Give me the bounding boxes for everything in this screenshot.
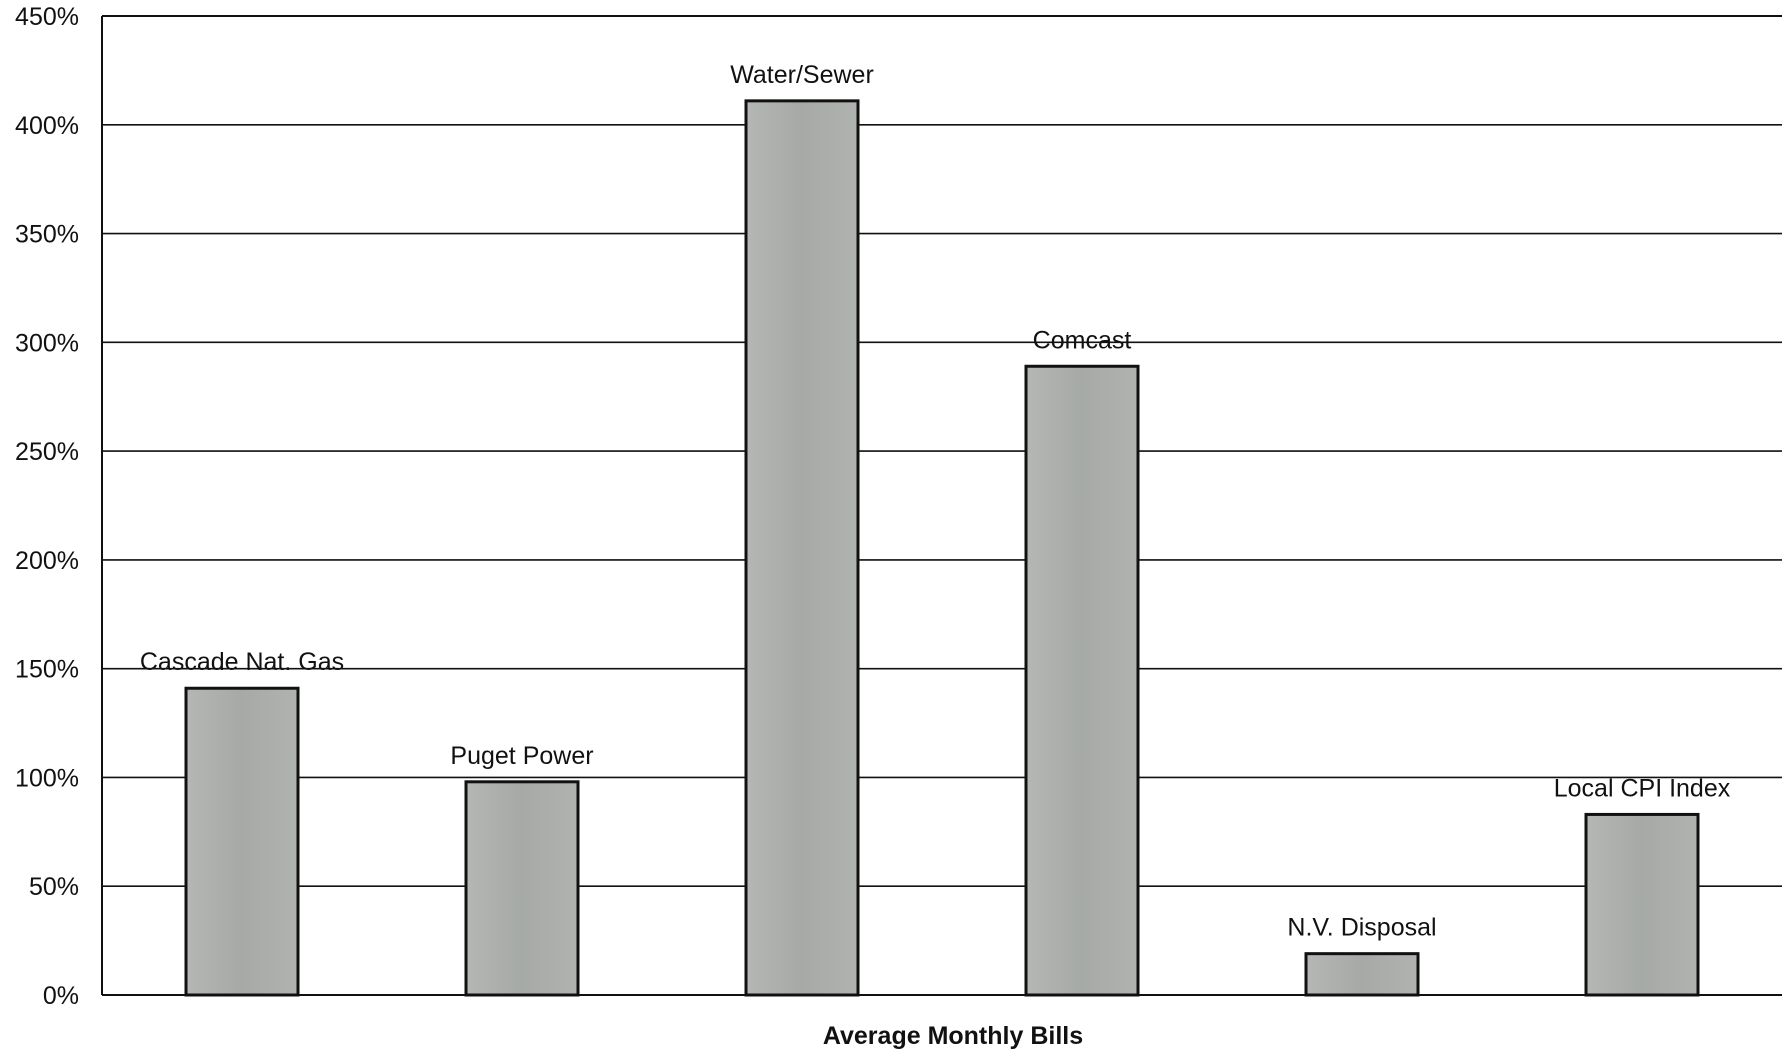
y-tick-label: 250% xyxy=(15,438,79,466)
bar-4 xyxy=(1304,952,1420,997)
x-axis-title: Average Monthly Bills xyxy=(823,1022,1083,1050)
bar-1 xyxy=(464,780,580,997)
y-tick-label: 350% xyxy=(15,221,79,249)
bar-label: Comcast xyxy=(1033,326,1132,354)
y-tick-label: 0% xyxy=(43,982,79,1010)
bar-label: Local CPI Index xyxy=(1554,774,1731,802)
bar-0 xyxy=(184,686,300,997)
bar-label: Water/Sewer xyxy=(730,61,874,89)
y-tick-labels: 0% 50% 100% 150% 200% 250% 300% 350% 400% 450% xyxy=(15,3,79,1010)
axes xyxy=(101,15,1782,996)
y-tick-label: 400% xyxy=(15,112,79,140)
y-tick-label: 100% xyxy=(15,764,79,792)
bar-5 xyxy=(1584,812,1700,997)
bar-label: Puget Power xyxy=(450,742,593,770)
y-tick-label: 300% xyxy=(15,329,79,357)
bar-label: Cascade Nat. Gas xyxy=(140,648,344,676)
bar-3 xyxy=(1024,364,1140,997)
y-tick-label: 450% xyxy=(15,3,79,31)
bar-labels: Cascade Nat. Gas Puget Power Water/Sewer Co… xyxy=(140,61,1731,942)
y-tick-label: 150% xyxy=(15,656,79,684)
bar-label: N.V. Disposal xyxy=(1287,914,1436,942)
bar-2 xyxy=(744,99,860,997)
y-tick-label: 50% xyxy=(29,873,79,901)
bars xyxy=(184,99,1700,997)
gridlines xyxy=(102,15,1782,888)
y-tick-label: 200% xyxy=(15,547,79,575)
